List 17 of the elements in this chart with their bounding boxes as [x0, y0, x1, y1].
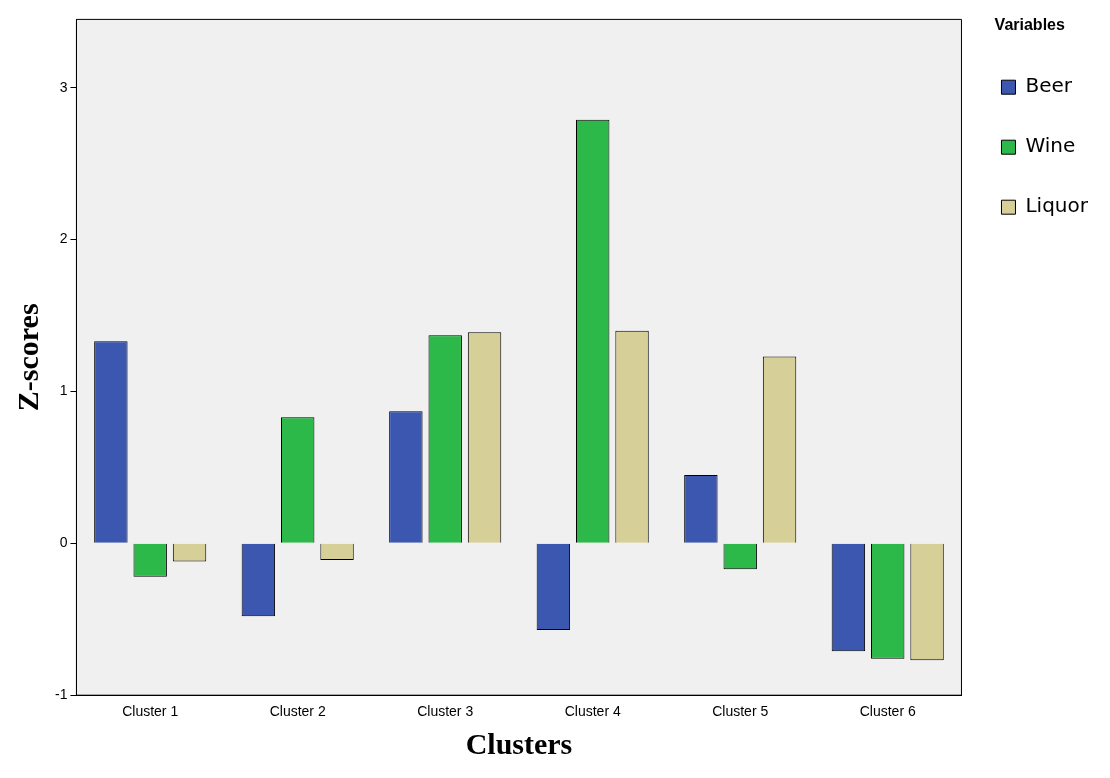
x-tick-label: Cluster 5 [712, 703, 769, 720]
legend-title: Variables [994, 16, 1065, 34]
y-tick-label: -1 [55, 686, 68, 703]
y-tick-label: 1 [59, 382, 68, 399]
legend-label: Beer [1025, 73, 1073, 98]
x-tick-label: Cluster 4 [564, 703, 621, 720]
y-tick-label: 0 [59, 534, 68, 551]
y-tick-label: 2 [59, 230, 68, 247]
y-tick-label: 3 [59, 78, 68, 95]
legend-label: Liquor [1025, 193, 1089, 218]
legend-label: Wine [1025, 133, 1076, 158]
x-tick-label: Cluster 2 [269, 703, 326, 720]
y-axis-title: Z-scores [10, 303, 44, 412]
x-axis-title: Clusters [465, 726, 573, 760]
x-tick-label: Cluster 3 [417, 703, 474, 720]
x-tick-label: Cluster 6 [859, 703, 916, 720]
x-tick-label: Cluster 1 [122, 703, 179, 720]
